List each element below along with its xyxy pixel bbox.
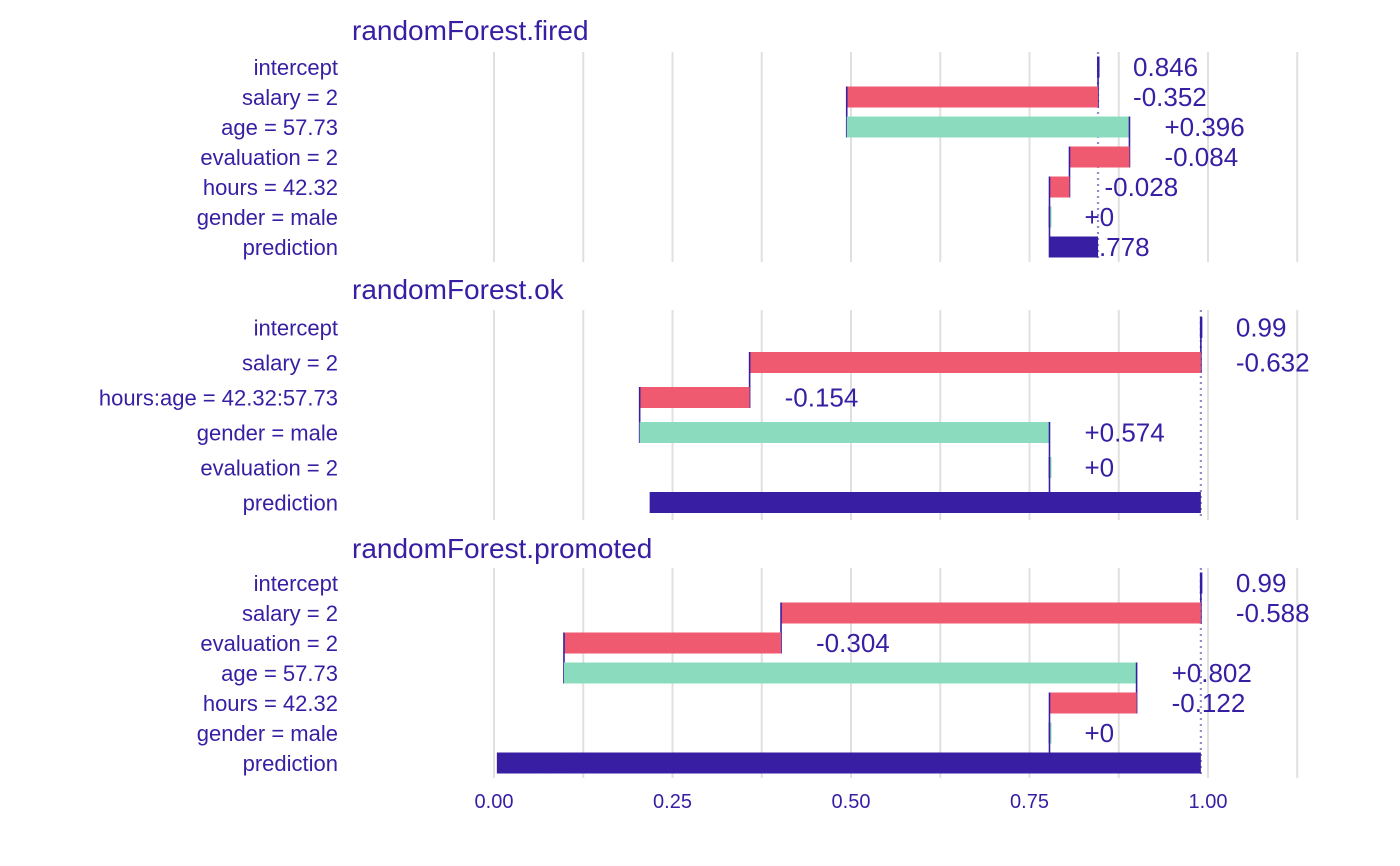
contribution-bar (846, 116, 1130, 138)
contribution-bar (563, 662, 1137, 684)
contribution-bar (639, 422, 1050, 443)
value-label: -0.352 (1133, 82, 1207, 112)
panel-2: randomForest.promoted intercept 0.99 salary… (197, 533, 1310, 778)
row-label: salary = 2 (242, 601, 338, 626)
contribution-bar (1049, 457, 1052, 478)
row-label: prediction (243, 491, 338, 516)
row-label: evaluation = 2 (200, 145, 338, 170)
x-tick-label: 1.00 (1189, 791, 1228, 813)
x-tick-label: 0.50 (832, 791, 871, 813)
value-label: +0 (1084, 453, 1114, 483)
row-label: evaluation = 2 (200, 631, 338, 656)
value-label: +0.802 (1172, 658, 1252, 688)
value-label: +0.574 (1084, 418, 1164, 448)
row-label: gender = male (197, 721, 338, 746)
value-label: -0.028 (1104, 172, 1178, 202)
contribution-bar (1049, 176, 1070, 198)
contribution-bar (563, 632, 782, 654)
contribution-bar (1069, 146, 1130, 168)
row-label: gender = male (197, 421, 338, 446)
value-label: 0.99 (1236, 313, 1287, 343)
x-tick-label: 0.75 (1010, 791, 1049, 813)
row-label: hours:age = 42.32:57.73 (99, 386, 338, 411)
panel-title: randomForest.promoted (352, 533, 652, 564)
value-label: -0.632 (1236, 348, 1310, 378)
row-label: prediction (243, 235, 338, 260)
x-tick-label: 0.00 (475, 791, 514, 813)
contribution-bar (749, 352, 1201, 373)
value-label: -0.304 (816, 628, 890, 658)
contribution-bar (639, 387, 750, 408)
contribution-bar (1049, 722, 1052, 744)
contribution-bar (649, 492, 1201, 513)
row-label: intercept (254, 316, 338, 341)
contribution-bar (846, 86, 1099, 108)
row-label: gender = male (197, 205, 338, 230)
value-label: +0.396 (1164, 112, 1244, 142)
row-label: salary = 2 (242, 351, 338, 376)
value-label: 0.778 (1084, 232, 1149, 262)
value-label: -0.084 (1164, 142, 1238, 172)
contribution-bar (781, 602, 1201, 624)
value-label: 0.99 (1236, 568, 1287, 598)
row-label: prediction (243, 751, 338, 776)
contribution-bar (1049, 206, 1052, 228)
value-label: -0.154 (785, 383, 859, 413)
panel-1: randomForest.ok intercept 0.99 salary = 2 -0… (99, 274, 1310, 520)
value-label: 0.846 (1133, 52, 1198, 82)
value-label: -0.122 (1172, 688, 1246, 718)
value-label: -0.588 (1236, 598, 1310, 628)
row-label: age = 57.73 (221, 115, 338, 140)
row-label: salary = 2 (242, 85, 338, 110)
row-label: evaluation = 2 (200, 456, 338, 481)
panel-title: randomForest.fired (352, 15, 589, 46)
contribution-bar (496, 752, 1201, 774)
contribution-bar (1049, 236, 1099, 258)
row-label: age = 57.73 (221, 661, 338, 686)
row-label: intercept (254, 55, 338, 80)
value-label: +0 (1084, 202, 1114, 232)
panel-0: randomForest.fired intercept 0.846 salary =… (197, 15, 1299, 262)
row-label: hours = 42.32 (203, 691, 338, 716)
row-label: intercept (254, 571, 338, 596)
row-label: hours = 42.32 (203, 175, 338, 200)
value-label: 0.004 (532, 748, 597, 778)
value-label: +0 (1084, 718, 1114, 748)
value-label: 0.218 (685, 488, 750, 518)
x-tick-label: 0.25 (653, 791, 692, 813)
panel-title: randomForest.ok (352, 274, 565, 305)
contribution-bar (1049, 692, 1137, 714)
